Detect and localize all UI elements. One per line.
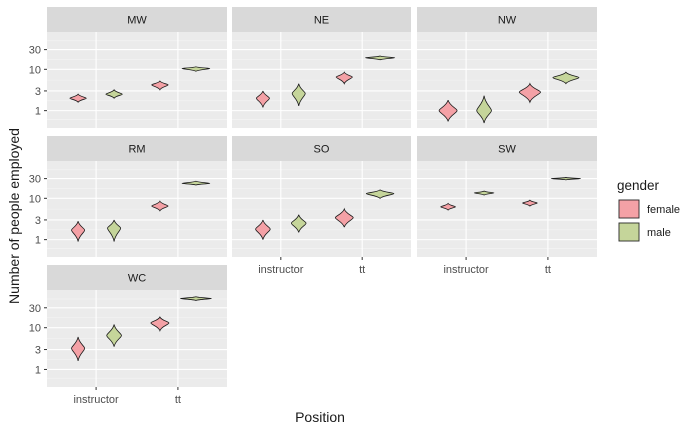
violin-sw-instructor-male — [473, 190, 495, 196]
violin-mw-instructor-male — [105, 88, 123, 100]
legend-swatch-male — [618, 222, 640, 242]
violin-nw-tt-male — [552, 71, 580, 85]
facet-strip-label: WC — [128, 273, 146, 285]
x-axis-title: Position — [295, 409, 345, 425]
facet-strip — [47, 265, 227, 290]
y-tick-label: 10 — [29, 193, 41, 205]
y-tick-label: 10 — [29, 323, 41, 335]
violin-nw-instructor-male — [476, 95, 492, 124]
facet-strip — [47, 7, 227, 32]
violin-nw-tt-female — [518, 82, 541, 104]
x-tick-label: tt — [545, 264, 551, 276]
violin-wc-instructor-female — [71, 336, 86, 362]
violin-sw-instructor-female — [440, 202, 456, 211]
violin-rm-instructor-female — [71, 221, 86, 242]
facet-panel-wc: WC 1 3 10 30 instructor tt — [29, 265, 227, 406]
legend-swatch-female — [618, 199, 640, 219]
legend-title: gender — [617, 178, 660, 193]
violin-so-tt-male — [365, 189, 395, 199]
facet-panels: MW 1 3 10 30 NE NW RM 1 3 10 30 SO instructor tt SW inst… — [29, 7, 597, 406]
violin-so-tt-female — [334, 207, 354, 228]
violin-nw-instructor-female — [438, 99, 458, 122]
y-tick-label: 3 — [35, 345, 41, 357]
y-tick-label: 1 — [35, 235, 41, 247]
y-tick-label: 10 — [29, 64, 41, 76]
violin-sw-tt-male — [550, 177, 582, 181]
facet-strip-label: NW — [498, 15, 517, 27]
y-tick-label: 30 — [29, 174, 41, 186]
facet-panel-ne: NE — [232, 7, 411, 128]
legend-label-female: female — [647, 204, 680, 216]
legend-items: female male — [618, 199, 680, 242]
y-tick-label: 30 — [29, 45, 41, 57]
violin-sw-tt-female — [522, 199, 538, 207]
x-tick-label: instructor — [73, 394, 119, 406]
violin-ne-tt-male — [365, 55, 396, 61]
facet-strip-label: RM — [128, 144, 145, 156]
facet-strip-label: MW — [127, 15, 147, 27]
violin-so-instructor-female — [255, 219, 271, 240]
x-tick-label: instructor — [443, 264, 489, 276]
facet-strip — [417, 136, 597, 161]
facet-panel-nw: NW — [417, 7, 597, 128]
facet-strip — [47, 136, 227, 161]
y-tick-label: 3 — [35, 86, 41, 98]
violin-wc-tt-female — [150, 316, 170, 332]
y-tick-label: 1 — [35, 106, 41, 118]
violin-rm-tt-female — [151, 200, 169, 212]
facet-strip — [232, 7, 411, 32]
violin-ne-instructor-female — [256, 90, 270, 108]
violin-mw-tt-female — [151, 80, 169, 91]
facet-strip-label: SW — [498, 144, 516, 156]
y-tick-label: 1 — [35, 364, 41, 376]
x-tick-label: instructor — [258, 264, 304, 276]
facet-strip-label: NE — [314, 15, 329, 27]
violin-mw-instructor-female — [69, 93, 87, 104]
facet-panel-mw: MW 1 3 10 30 — [29, 7, 227, 128]
facet-strip — [417, 7, 597, 32]
violin-ne-tt-female — [335, 71, 353, 85]
facet-panel-so: SO instructor tt — [232, 136, 411, 276]
x-tick-label: tt — [175, 394, 181, 406]
facet-strip-label: SO — [314, 144, 330, 156]
violin-rm-instructor-male — [107, 219, 122, 242]
legend: gender female male — [617, 178, 680, 242]
violin-wc-instructor-male — [106, 324, 122, 347]
violin-mw-tt-male — [181, 66, 211, 72]
facet-strip — [232, 136, 411, 161]
violin-rm-tt-male — [181, 180, 211, 186]
violin-so-instructor-male — [290, 214, 307, 233]
y-tick-label: 30 — [29, 303, 41, 315]
facet-panel-rm: RM 1 3 10 30 — [29, 136, 227, 257]
violin-wc-tt-male — [179, 296, 212, 301]
violin-ne-instructor-male — [291, 83, 306, 106]
y-tick-label: 3 — [35, 215, 41, 227]
y-axis-title: Number of people employed — [6, 128, 22, 304]
facet-panel-sw: SW instructor tt — [417, 136, 597, 276]
x-tick-label: tt — [359, 264, 365, 276]
legend-label-male: male — [647, 227, 671, 239]
